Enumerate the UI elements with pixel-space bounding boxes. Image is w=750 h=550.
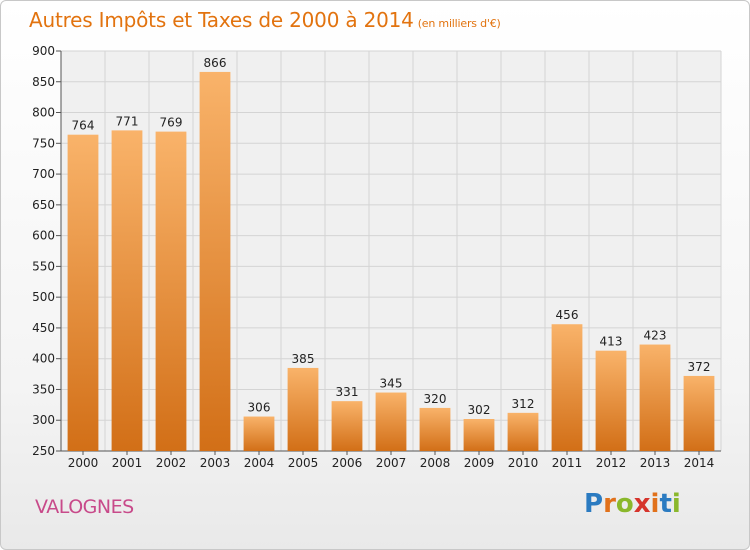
x-tick-label-2011: 2011 [552,456,583,470]
data-label-2012: 413 [600,335,623,349]
bar-2012[interactable] [595,350,627,451]
bar-2007[interactable] [375,392,407,451]
y-tick-label: 550 [32,259,55,273]
y-tick-label: 600 [32,229,55,243]
logo-letter: i [650,489,660,519]
y-tick-label: 750 [32,136,55,150]
x-tick-label-2013: 2013 [640,456,671,470]
data-label-2011: 456 [556,308,579,322]
y-tick-label: 700 [32,167,55,181]
logo-letter: i [671,489,681,519]
x-tick-label-2012: 2012 [596,456,627,470]
x-tick-label-2004: 2004 [244,456,275,470]
x-tick-label-2009: 2009 [464,456,495,470]
chart-subtitle: (en milliers d'€) [417,17,501,30]
y-tick-label: 400 [32,352,55,366]
bar-2005[interactable] [287,367,319,451]
data-label-2003: 866 [204,56,227,70]
data-label-2002: 769 [160,116,183,130]
bar-2002[interactable] [155,131,187,451]
data-label-2004: 306 [248,401,271,415]
data-label-2007: 345 [380,377,403,391]
bar-2003[interactable] [199,71,231,451]
logo-letter: o [615,489,634,519]
data-label-2009: 302 [468,403,491,417]
logo-letter: x [633,489,651,519]
bar-2004[interactable] [243,416,275,451]
bar-2013[interactable] [639,344,671,451]
town-name: VALOGNES [35,496,134,518]
x-tick-label-2007: 2007 [376,456,407,470]
bar-2010[interactable] [507,412,539,451]
data-label-2010: 312 [512,397,535,411]
logo-letter: r [603,489,616,519]
y-tick-label: 350 [32,382,55,396]
proxiti-logo[interactable]: Proxiti [584,489,681,519]
x-tick-label-2003: 2003 [200,456,231,470]
bars [67,71,715,451]
data-label-2001: 771 [116,114,139,128]
labels: 250 300 350 400 450 500 550 600 650 700 750 800 850 9… [32,44,714,470]
y-tick-label: 650 [32,198,55,212]
data-label-2006: 331 [336,385,359,399]
y-tick-label: 900 [32,44,55,58]
y-tick-label: 450 [32,321,55,335]
chart-title-text: Autres Impôts et Taxes de 2000 à 2014 [29,8,414,32]
y-tick-label: 500 [32,290,55,304]
x-tick-label-2006: 2006 [332,456,363,470]
bar-2009[interactable] [463,419,495,451]
x-tick-label-2002: 2002 [156,456,187,470]
data-label-2005: 385 [292,352,315,366]
chart-title: Autres Impôts et Taxes de 2000 à 2014 (en… [29,8,501,32]
y-tick-label: 800 [32,106,55,120]
logo-letter: P [584,489,604,519]
x-tick-label-2008: 2008 [420,456,451,470]
x-tick-label-2010: 2010 [508,456,539,470]
data-label-2008: 320 [424,392,447,406]
bar-2000[interactable] [67,134,99,451]
bar-2006[interactable] [331,401,363,451]
data-label-2000: 764 [72,119,95,133]
y-tick-label: 250 [32,444,55,458]
bar-2008[interactable] [419,407,451,451]
x-tick-label-2001: 2001 [112,456,143,470]
x-tick-label-2005: 2005 [288,456,319,470]
data-label-2013: 423 [644,329,667,343]
bar-2011[interactable] [551,324,583,451]
y-tick-label: 300 [32,413,55,427]
bar-2014[interactable] [683,375,715,451]
x-tick-label-2014: 2014 [684,456,715,470]
y-tick-label: 850 [32,75,55,89]
x-tick-label-2000: 2000 [68,456,99,470]
logo-letter: t [659,489,672,519]
bar-2001[interactable] [111,130,143,451]
data-label-2014: 372 [688,360,711,374]
